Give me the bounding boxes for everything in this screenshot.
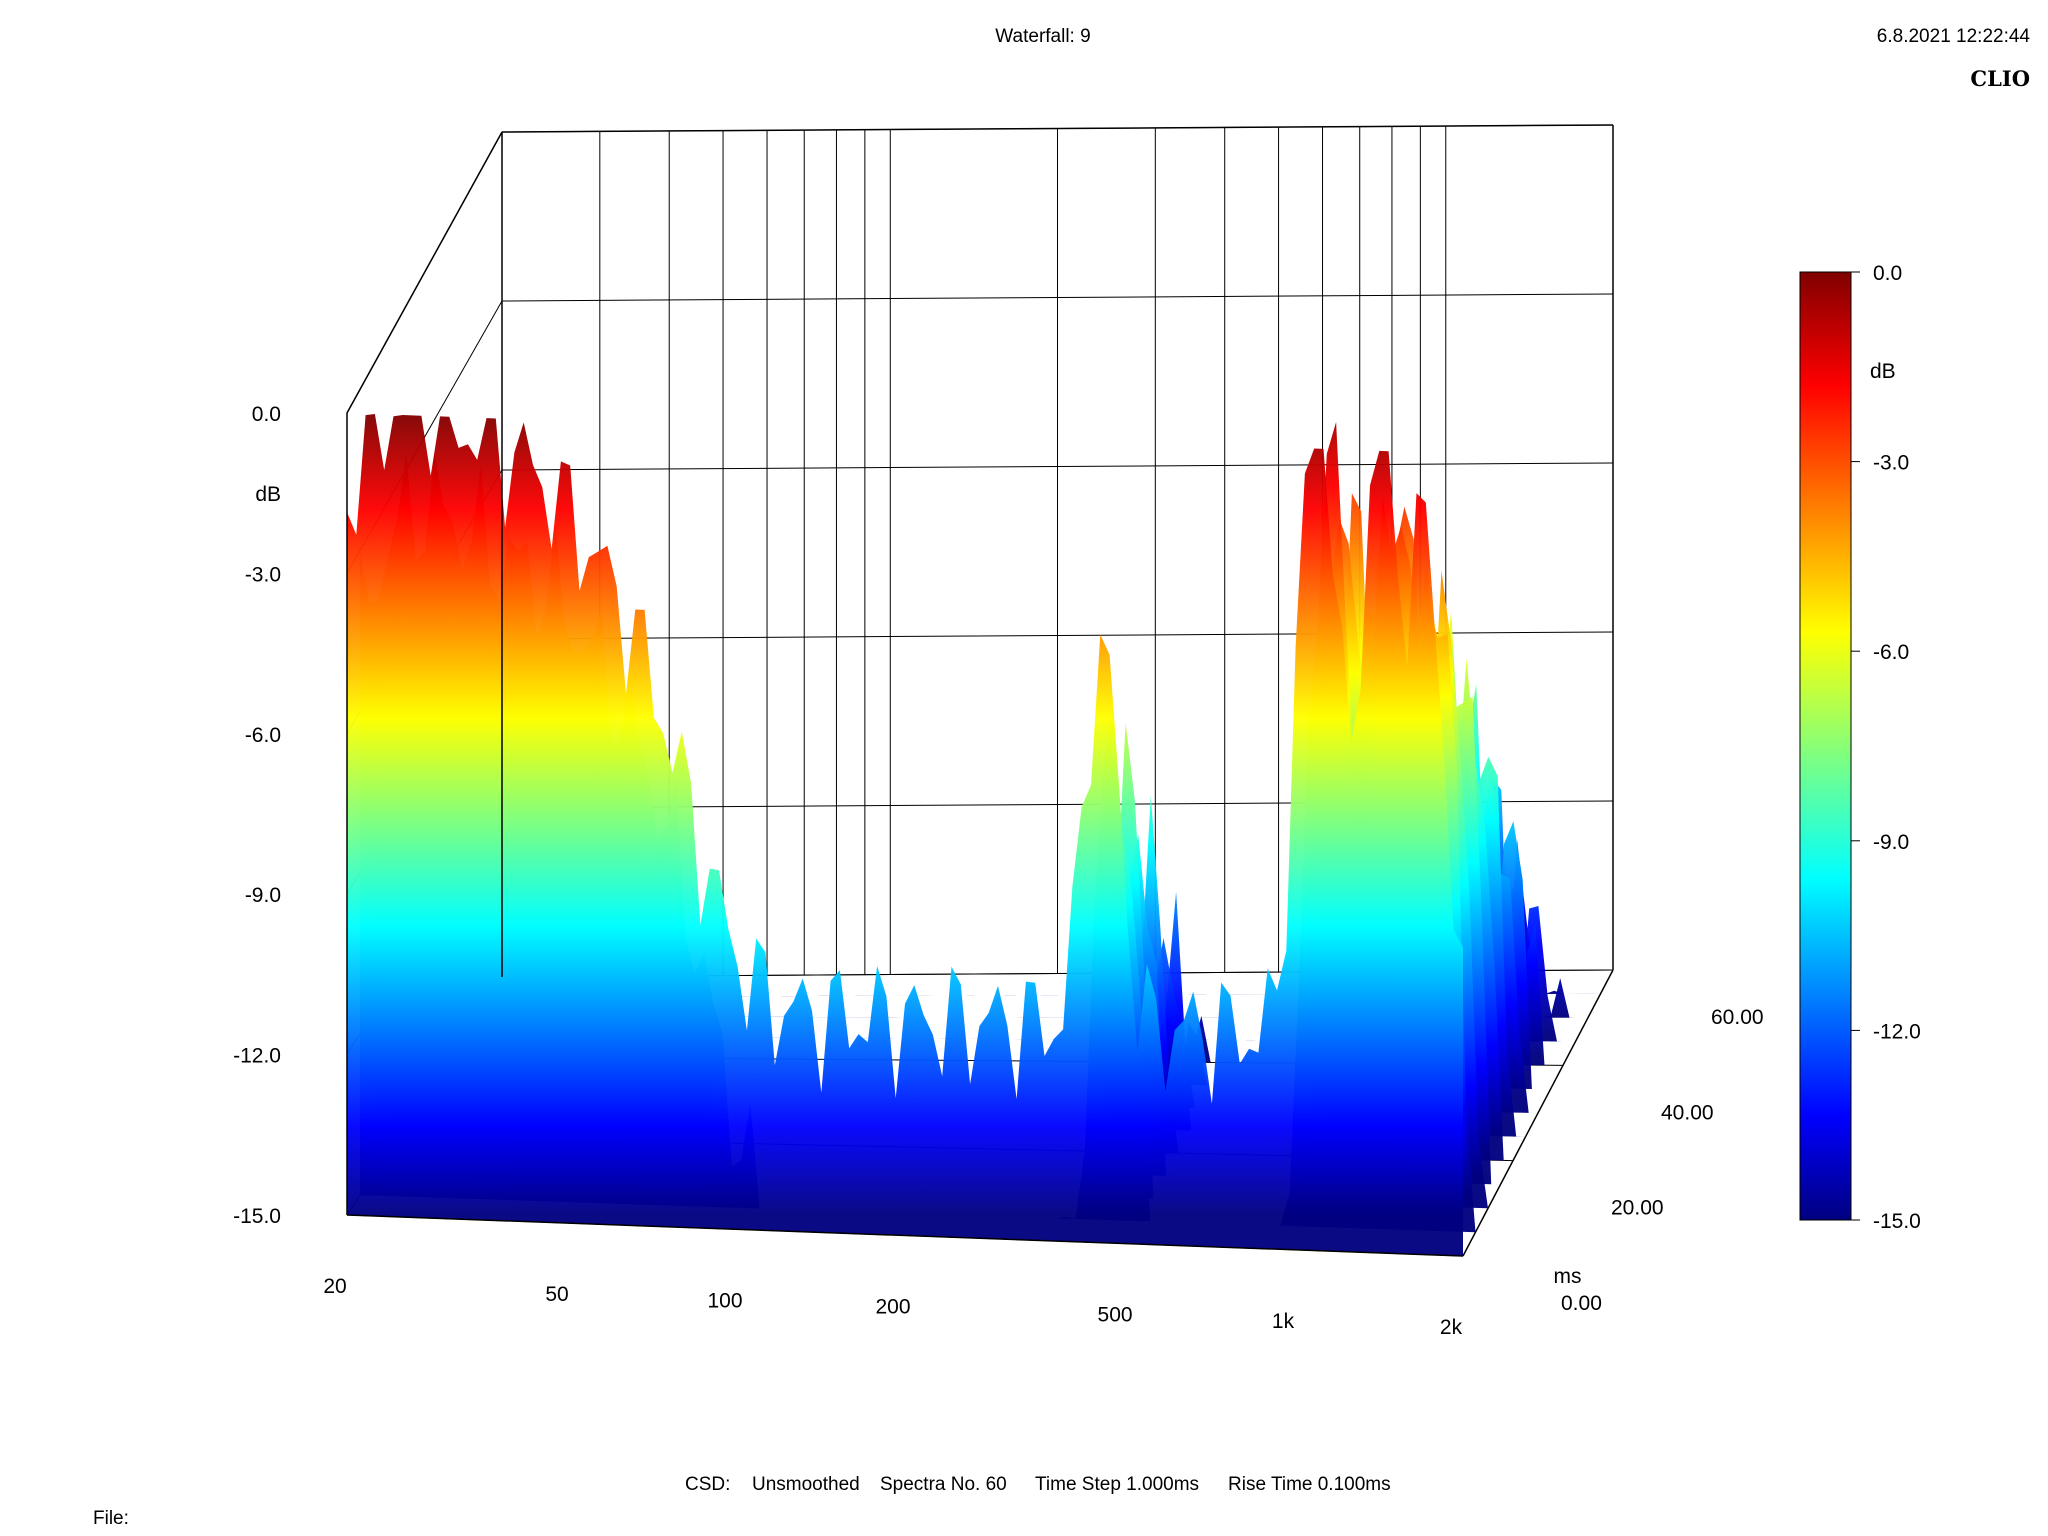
grid-line <box>501 293 1614 302</box>
z-axis-unit: ms <box>1554 1265 1582 1288</box>
z-tick-label: 60.00 <box>1711 1006 1764 1029</box>
colorbar <box>1799 271 1852 1221</box>
plot-frame <box>346 124 1614 1257</box>
x-tick-label: 200 <box>875 1296 910 1319</box>
x-tick-label: 2k <box>1440 1316 1463 1339</box>
footer-spectra: Spectra No. 60 <box>880 1474 1007 1495</box>
axis-line <box>346 1214 1464 1257</box>
axis-tick-labels: 0.0 -3.0 -6.0 -9.0 -12.0 -15.0 dB 20 50 100 200 500… <box>233 403 1763 1339</box>
y-tick-label: -3.0 <box>245 563 281 586</box>
y-tick-label: 0.0 <box>252 403 281 426</box>
chart-title: Waterfall: 9 <box>995 26 1090 47</box>
x-tick-label: 1k <box>1272 1310 1295 1333</box>
brand-logo: CLIO <box>1970 66 2030 91</box>
axis-line <box>346 131 503 414</box>
x-tick-label: 50 <box>545 1283 568 1306</box>
footer-csd: CSD: <box>685 1474 730 1495</box>
colorbar-ticks: 0.0 -3.0 -6.0 -9.0 -12.0 -15.0 <box>1851 262 1921 1233</box>
footer-rise-time: Rise Time 0.100ms <box>1228 1474 1391 1495</box>
colorbar-tick-label: -3.0 <box>1873 452 1909 475</box>
axis-line <box>501 124 1614 133</box>
y-tick-label: -15.0 <box>233 1205 281 1228</box>
z-tick-label: 40.00 <box>1661 1101 1714 1124</box>
y-tick-label: -12.0 <box>233 1045 281 1068</box>
z-tick-label: 0.00 <box>1561 1292 1602 1315</box>
y-tick-label: -6.0 <box>245 724 281 747</box>
grid-line <box>501 462 1614 471</box>
z-tick-label: 20.00 <box>1611 1197 1664 1220</box>
axis-line <box>1462 969 1614 1257</box>
colorbar-tick-label: -9.0 <box>1873 831 1909 854</box>
colorbar-tick-label: 0.0 <box>1873 262 1902 285</box>
x-tick-label: 100 <box>708 1289 743 1312</box>
footer-time-step: Time Step 1.000ms <box>1035 1474 1199 1495</box>
timestamp: 6.8.2021 12:22:44 <box>1877 26 2031 47</box>
file-label: File: <box>93 1508 129 1529</box>
spectrum-slice <box>347 414 1463 1256</box>
waterfall-surface <box>347 414 1601 1256</box>
colorbar-unit: dB <box>1870 360 1896 383</box>
colorbar-tick-label: -12.0 <box>1873 1020 1921 1043</box>
footer-smoothing: Unsmoothed <box>752 1474 860 1495</box>
colorbar-tick-label: -6.0 <box>1873 641 1909 664</box>
x-tick-label: 500 <box>1098 1304 1133 1327</box>
colorbar-tick-label: -15.0 <box>1873 1210 1921 1233</box>
y-axis-unit: dB <box>255 483 281 506</box>
x-tick-label: 20 <box>323 1275 346 1298</box>
y-tick-label: -9.0 <box>245 884 281 907</box>
